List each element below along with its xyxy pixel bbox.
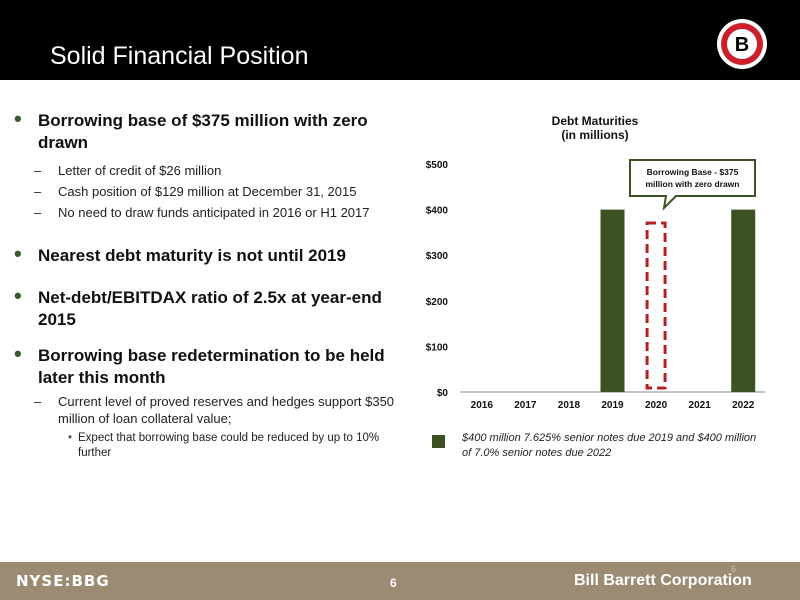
bullet-text: Nearest debt maturity is not until 2019 — [38, 246, 346, 265]
y-tick-label: $300 — [426, 251, 449, 262]
borrowing-base-bar — [645, 221, 667, 390]
chart-subtitle: (in millions) — [561, 128, 629, 142]
x-tick-label: 2022 — [732, 400, 755, 411]
y-tick-label: $100 — [426, 342, 449, 353]
sub-bullet-item: – No need to draw funds anticipated in 2… — [12, 204, 407, 221]
callout-box — [629, 159, 756, 211]
page-number: 6 — [390, 576, 397, 590]
bullet-dot-icon: • — [14, 106, 22, 131]
sub-sub-bullet-item: • Expect that borrowing base could be re… — [12, 431, 407, 461]
callout-text: Borrowing Base - $375 — [647, 167, 739, 177]
x-tick-label: 2019 — [601, 400, 624, 411]
company-name: Bill Barrett Corporation — [574, 572, 752, 589]
slide-title: Solid Financial Position — [50, 42, 309, 70]
y-tick-label: $500 — [426, 160, 449, 171]
logo-letter: B — [735, 34, 749, 56]
bullet-text: Borrowing base redetermination to be hel… — [38, 346, 385, 387]
bullet-item: • Borrowing base of $375 million with ze… — [12, 106, 407, 154]
sub-bullet-text: Cash position of $129 million at Decembe… — [58, 184, 357, 199]
sub-bullet-text: Letter of credit of $26 million — [58, 163, 222, 178]
y-tick-label: $0 — [437, 388, 449, 399]
x-tick-label: 2021 — [689, 400, 712, 411]
legend-text: $400 million 7.625% senior notes due 201… — [462, 432, 757, 459]
bullet-text: Borrowing base of $375 million with zero… — [38, 111, 368, 152]
chart-title: Debt Maturities — [551, 114, 639, 128]
x-tick-label: 2017 — [514, 400, 537, 411]
bullet-item: • Nearest debt maturity is not until 201… — [12, 241, 407, 267]
sub-bullet-text: No need to draw funds anticipated in 201… — [58, 205, 370, 220]
bar — [731, 209, 756, 392]
y-tick-label: $200 — [426, 297, 449, 308]
bullet-item: • Borrowing base redetermination to be h… — [12, 341, 407, 389]
sub-bullet-text: Current level of proved reserves and hed… — [58, 394, 395, 426]
footer-bar: NYSE:BBG 6 6 Bill Barrett Corporation — [0, 562, 800, 600]
company-logo: B — [717, 19, 767, 69]
bullet-dot-icon: • — [14, 241, 22, 266]
dash-icon: – — [34, 394, 42, 409]
debt-maturities-chart: Debt Maturities (in millions) $0 $100 $200… — [410, 108, 780, 428]
sub-sub-bullet-text: Expect that borrowing base could be redu… — [78, 432, 380, 459]
bullet-dot-icon: • — [14, 341, 22, 366]
legend-swatch — [432, 435, 445, 448]
x-tick-label: 2018 — [558, 400, 581, 411]
sub-bullet-item: – Current level of proved reserves and h… — [12, 393, 407, 427]
dash-icon: – — [34, 163, 42, 178]
bullet-item: • Net-debt/EBITDAX ratio of 2.5x at year… — [12, 283, 407, 331]
bullet-text: Net-debt/EBITDAX ratio of 2.5x at year-e… — [38, 288, 382, 329]
ticker-label: NYSE:BBG — [16, 572, 110, 590]
y-tick-label: $400 — [426, 206, 449, 217]
small-dot-icon: • — [68, 432, 73, 444]
dash-icon: – — [34, 205, 42, 220]
chart-plot: $0 $100 $200 $300 $400 $500 2016 2017 2018 2019 20… — [426, 159, 765, 411]
bar — [600, 209, 625, 392]
callout-text: million with zero drawn — [646, 179, 740, 189]
sub-bullet-item: – Cash position of $129 million at Decem… — [12, 183, 407, 200]
x-tick-label: 2020 — [645, 400, 668, 411]
sub-bullet-item: – Letter of credit of $26 million — [12, 162, 407, 179]
x-tick-label: 2016 — [471, 400, 494, 411]
bullet-list: • Borrowing base of $375 million with ze… — [12, 106, 407, 461]
bullet-dot-icon: • — [14, 283, 22, 308]
header-bar: Solid Financial Position B — [0, 0, 800, 80]
dash-icon: – — [34, 184, 42, 199]
ghost-page-number: 6 — [731, 564, 737, 574]
